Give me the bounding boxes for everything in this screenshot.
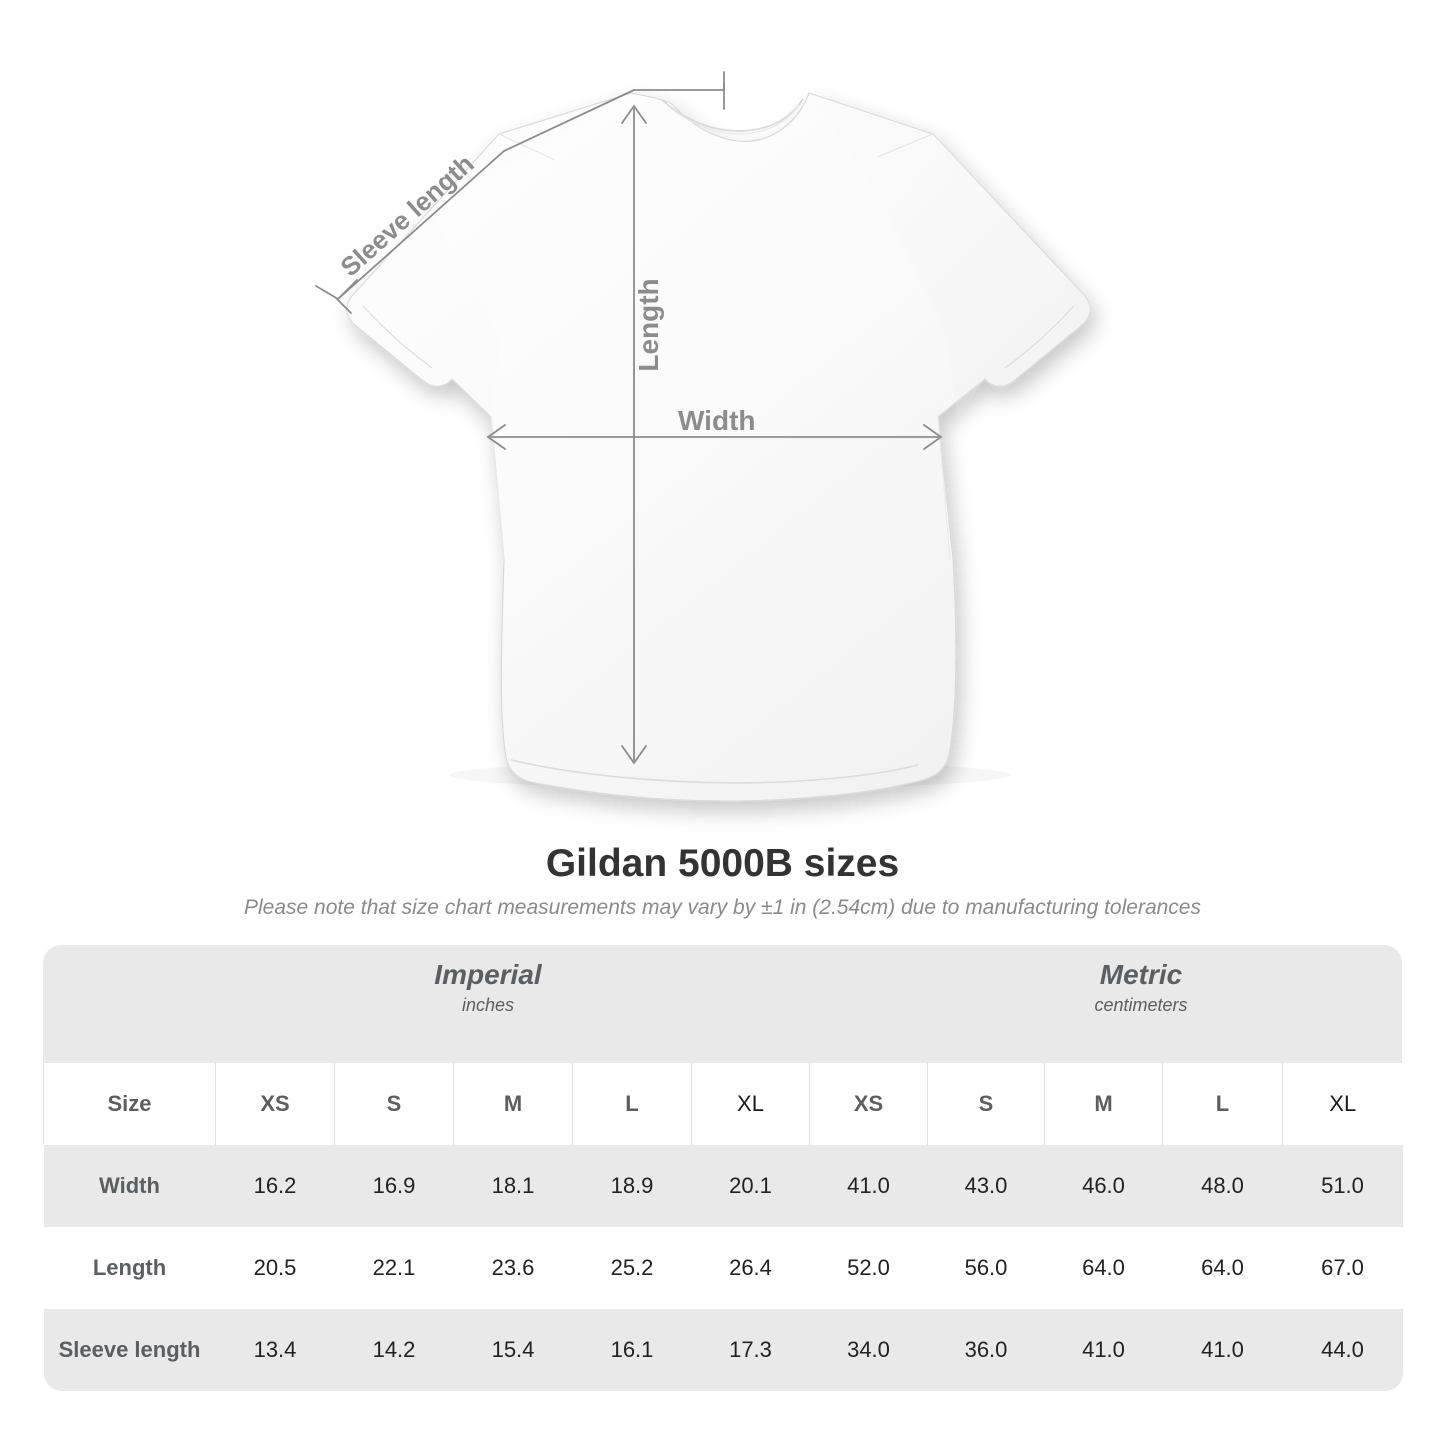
svg-text:Width: Width <box>678 405 756 436</box>
svg-text:Length: Length <box>633 278 664 371</box>
